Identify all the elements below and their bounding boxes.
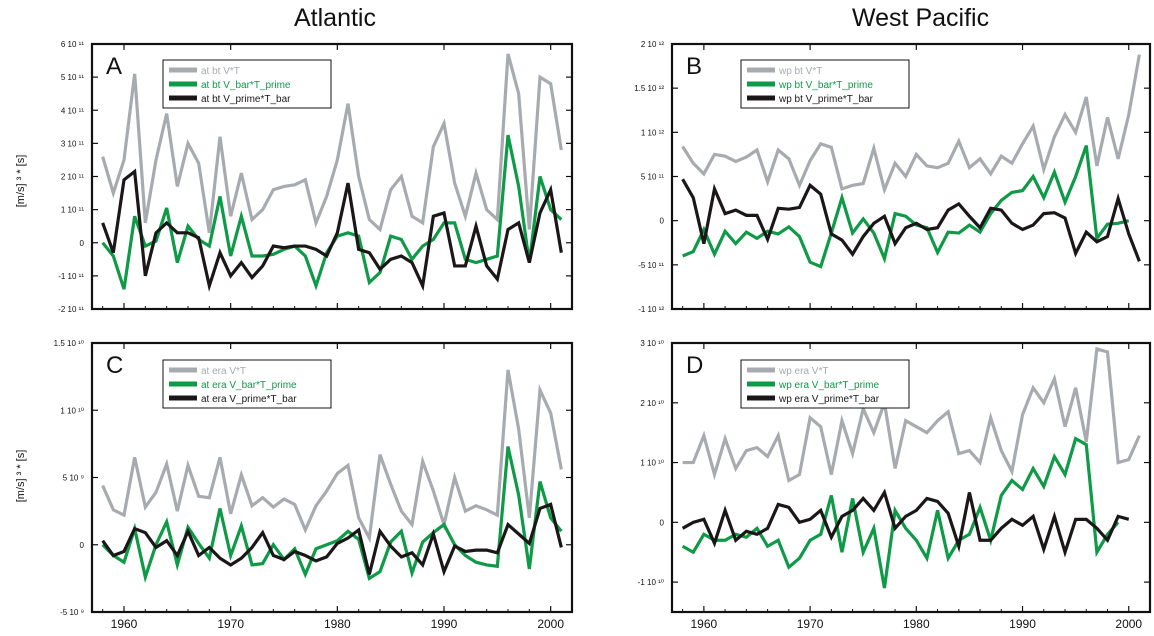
x-tick-label: 1970 [797,617,824,631]
series-line-vbar [101,446,563,584]
series-line-vprime [101,502,563,577]
legend-label: wp era V*T [778,366,828,377]
y-tick-label: -1 10 ¹² [638,305,664,314]
y-tick-label: 3 10 ¹¹ [61,139,84,148]
plot-frame [90,341,574,614]
y-tick-label: 1 10 ¹¹ [61,206,84,215]
series-line-vt [101,369,563,544]
panel-letter: A [106,53,122,80]
y-tick-label: 4 10 ¹¹ [61,106,84,115]
legend-label: at era V_bar*T_prime [201,380,297,391]
panel-letter: C [106,352,123,379]
panel-a: 6 10 ¹¹ 5 10 ¹¹ 4 10 ¹¹ 3 10 ¹¹ 2 10 ¹¹ 1 10 … [58,40,574,314]
legend-label: at bt V_bar*T_prime [201,80,291,91]
y-tick-label: 1 10 ¹⁰ [60,406,84,415]
x-tick-label: 1960 [691,617,718,631]
y-tick-label: 0 [660,518,665,527]
legend-label: wp era V_prime*T_bar [778,394,880,405]
series-line-vbar [682,145,1130,269]
panel-b: 2 10 ¹² 1.5 10 ¹² 1 10 ¹² 5 10 ¹¹ 0 -5 10 ¹¹ -… [634,40,1152,314]
y-tick-label: 1 10 ¹² [641,128,664,137]
x-tick-label: 1970 [217,617,244,631]
y-tick-label: 1.5 10 ¹² [634,84,664,93]
series-line-vprime [681,488,1130,558]
legend-label: at era V*T [201,366,246,377]
panel-letter: B [686,53,702,80]
y-tick-label: 1.5 10 ¹⁰ [54,339,84,348]
y-tick-label: 5 10 ¹¹ [61,73,84,82]
y-tick-label: 2 10 ¹² [641,40,664,49]
x-tick-label: 1980 [324,617,351,631]
legend-label: at era V_prime*T_bar [201,394,297,405]
plot-frame [90,42,574,311]
x-tick-label: 2000 [1115,617,1142,631]
series-line-vbar [681,436,1120,589]
x-tick-label: 1960 [111,617,138,631]
y-tick-label: 5 10 ⁹ [63,474,84,483]
panel-c: 1.5 10 ¹⁰ 1 10 ¹⁰ 5 10 ⁹ 0 -5 10 ⁹ 1960 1970 19… [54,339,574,631]
y-tick-label: 0 [80,541,85,550]
series-line-vt [682,346,1141,483]
legend-label: at bt V_prime*T_bar [201,94,291,105]
y-tick-label: -5 10 ¹¹ [638,261,664,270]
y-tick-label: -5 10 ⁹ [60,608,84,617]
x-tick-label: 1980 [903,617,930,631]
y-tick-label: 0 [80,239,85,248]
y-tick-label: -1 10 ¹¹ [58,272,84,281]
plot-frame [670,42,1152,311]
y-tick-label: 0 [660,217,665,226]
x-tick-label: 1990 [431,617,458,631]
x-tick-label: 1990 [1009,617,1036,631]
panel-d: 3 10 ¹⁰ 2 10 ¹⁰ 1 10 ¹⁰ 0 -1 10 ¹⁰ 1960 1970 19… [638,339,1152,631]
series-line-vbar [101,134,563,291]
y-tick-label: -1 10 ¹⁰ [638,578,664,587]
panel-letter: D [686,352,703,379]
legend-label: wp bt V*T [778,66,822,77]
west-pacific-title: West Pacific [852,4,990,32]
legend-label: at bt V*T [201,66,240,77]
x-tick-label: 2000 [537,617,564,631]
y-tick-label: 6 10 ¹¹ [61,40,84,49]
series-line-vprime [101,168,563,292]
legend-label: wp bt V_prime*T_bar [778,94,874,105]
plot-frame [670,341,1152,614]
atlantic-title: Atlantic [294,4,376,32]
y-tick-label: 5 10 ¹¹ [641,173,664,182]
legend-label: wp era V_bar*T_prime [778,380,879,391]
y-tick-label: 3 10 ¹⁰ [640,339,664,348]
y-tick-label: -2 10 ¹¹ [58,305,84,314]
legend-label: wp bt V_bar*T_prime [778,80,873,91]
series-line-vprime [681,178,1141,262]
series-line-vt [681,54,1141,195]
y-tick-label: 2 10 ¹⁰ [640,399,664,408]
y-tick-label: 1 10 ¹⁰ [640,459,664,468]
series-line-vt [101,53,563,234]
y-tick-label: 2 10 ¹¹ [61,173,84,182]
